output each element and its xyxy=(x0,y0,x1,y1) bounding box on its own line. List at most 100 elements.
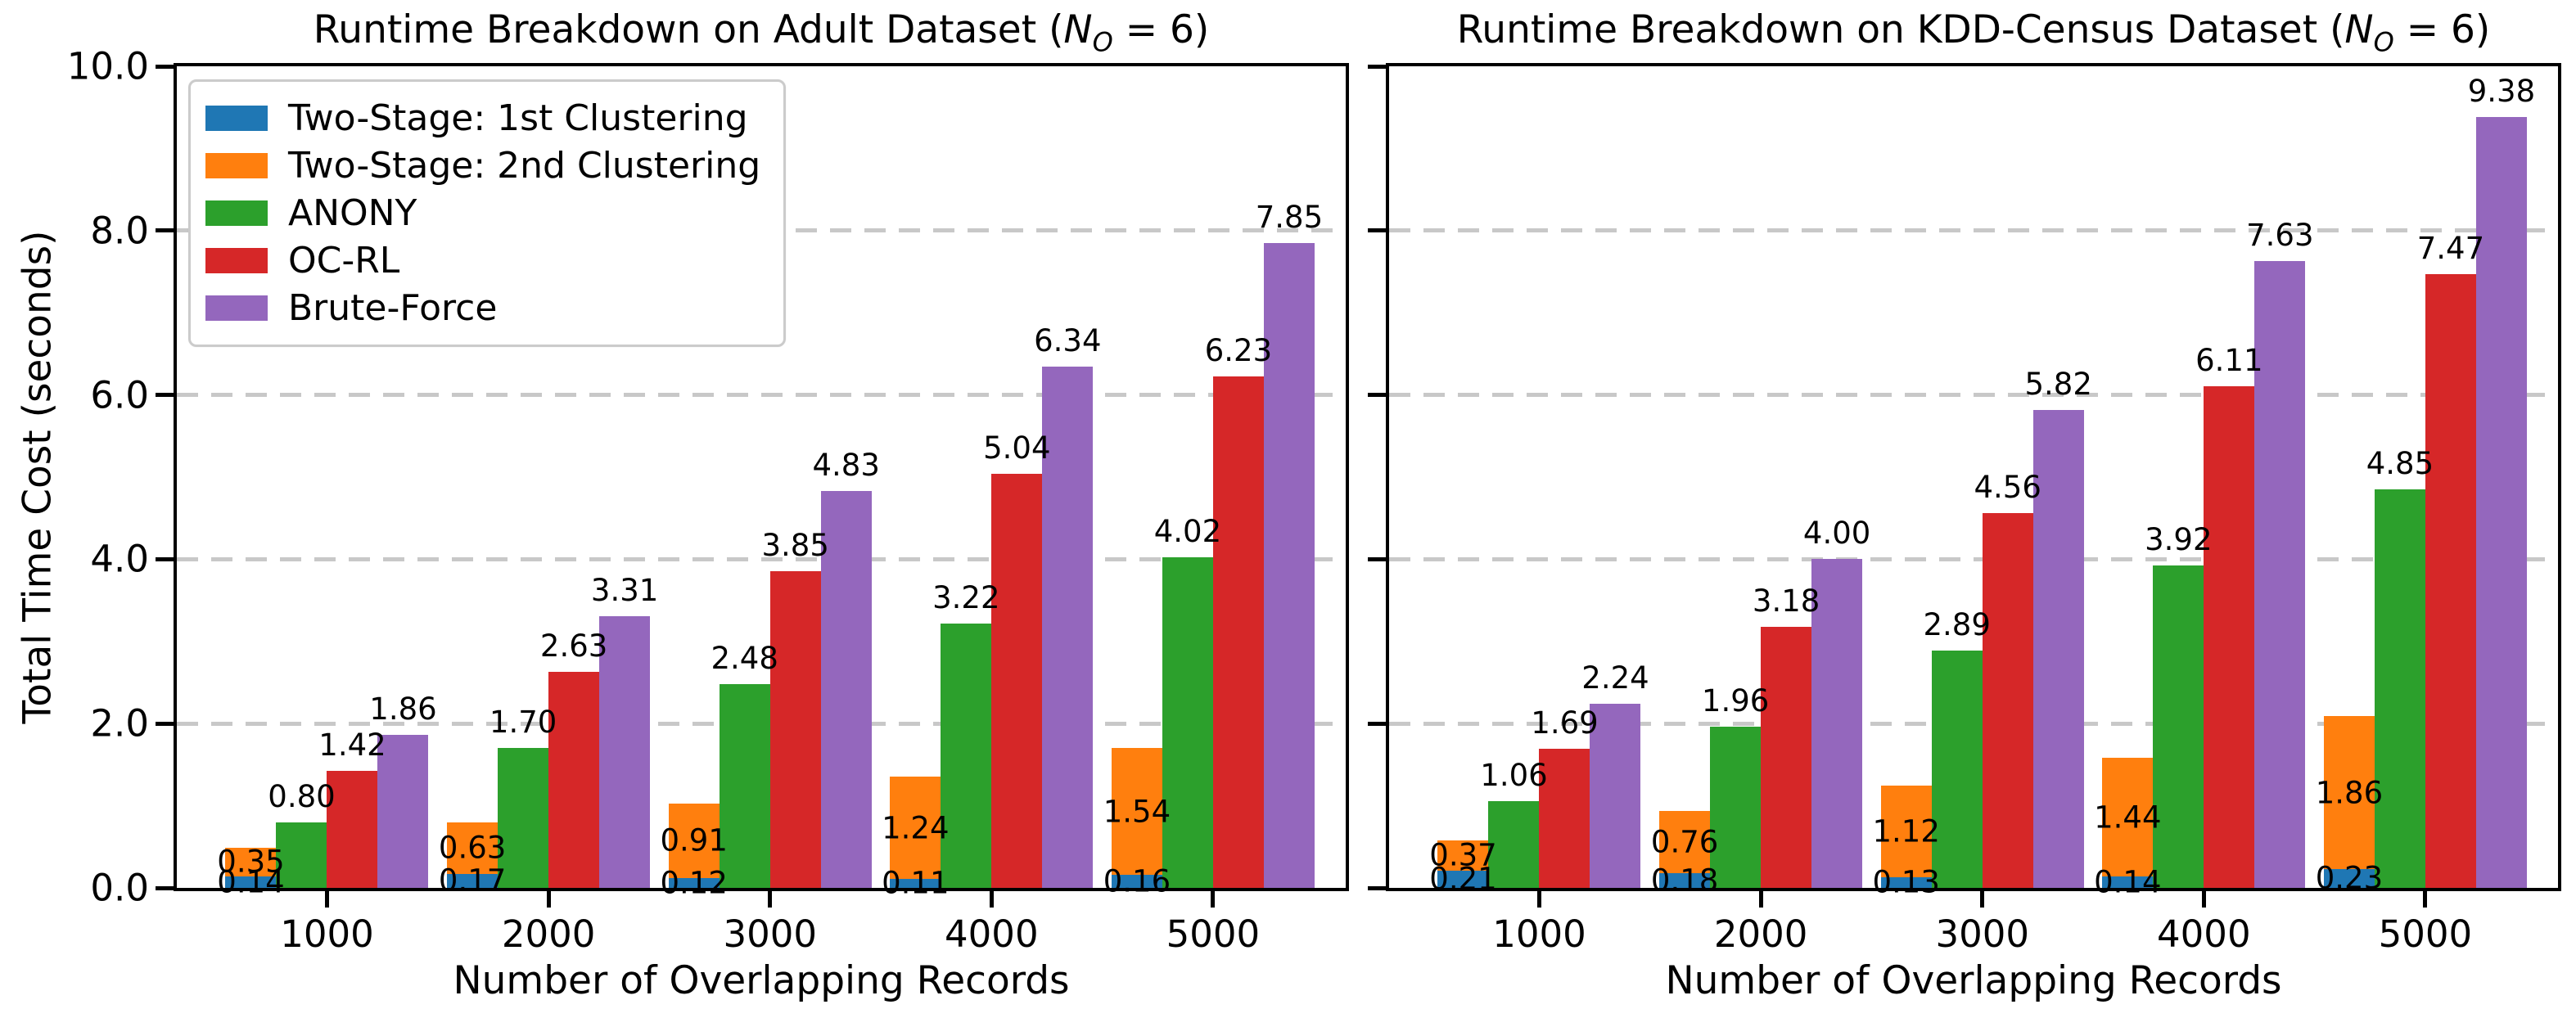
x-tick xyxy=(1211,891,1216,908)
bar-two-stage-2nd-clustering-5000 xyxy=(1111,748,1162,875)
bar-value-label: 0.11 xyxy=(882,865,950,901)
y-tick xyxy=(156,885,174,890)
legend-label: OC-RL xyxy=(288,240,400,282)
y-tick xyxy=(1368,721,1386,726)
bar-value-label: 2.63 xyxy=(539,628,608,664)
title-math-var: N xyxy=(1063,7,1093,52)
bar-brute-force-2000 xyxy=(599,615,651,888)
bar-two-stage-1st-clustering-1000 xyxy=(225,876,277,888)
x-tick-label: 5000 xyxy=(1166,912,1261,956)
bar-value-label: 9.38 xyxy=(2467,74,2536,110)
bar-anony-2000 xyxy=(1710,727,1762,888)
kdd-census-chart-panel: Runtime Breakdown on KDD-Census Dataset … xyxy=(1368,9,2561,1003)
bar-brute-force-1000 xyxy=(1590,704,1641,888)
y-gridline xyxy=(177,556,1346,561)
y-gridline xyxy=(177,393,1346,398)
title-text-suffix: = 6) xyxy=(2393,7,2491,52)
legend-swatch xyxy=(205,106,268,131)
bar-two-stage-1st-clustering-3000 xyxy=(1880,876,1932,888)
bar-two-stage-2nd-clustering-1000 xyxy=(225,847,277,876)
bar-oc-rl-4000 xyxy=(2204,385,2255,888)
title-math-var: N xyxy=(2344,7,2374,52)
legend-label: Two-Stage: 1st Clustering xyxy=(288,97,748,139)
bar-two-stage-1st-clustering-2000 xyxy=(447,873,499,888)
bar-value-label: 0.14 xyxy=(2094,864,2162,900)
bar-value-label: 1.44 xyxy=(2094,800,2162,836)
bar-value-label: 1.69 xyxy=(1531,705,1599,741)
x-tick-label: 2000 xyxy=(501,912,596,956)
bar-oc-rl-1000 xyxy=(327,771,378,888)
bar-value-label: 0.18 xyxy=(1650,863,1719,899)
bar-anony-3000 xyxy=(719,684,770,888)
bar-two-stage-1st-clustering-1000 xyxy=(1437,870,1489,888)
x-tick xyxy=(1536,891,1541,908)
y-tick xyxy=(1368,393,1386,398)
x-tick-label: 5000 xyxy=(2378,912,2473,956)
y-gridline xyxy=(1389,556,2558,561)
bar-value-label: 1.86 xyxy=(369,691,437,727)
y-tick xyxy=(156,721,174,726)
bar-value-label: 0.63 xyxy=(438,830,507,866)
bar-brute-force-5000 xyxy=(1263,242,1315,888)
bar-oc-rl-3000 xyxy=(1982,513,2033,888)
x-tick xyxy=(768,891,773,908)
bar-value-label: 7.63 xyxy=(2246,217,2314,253)
bar-value-label: 0.91 xyxy=(660,822,728,858)
bar-value-label: 0.14 xyxy=(217,864,285,900)
legend-item-two-stage-2nd-clustering: Two-Stage: 2nd Clustering xyxy=(205,145,760,187)
x-tick xyxy=(324,891,329,908)
bar-oc-rl-4000 xyxy=(991,473,1043,888)
y-tick xyxy=(156,556,174,561)
bar-value-label: 2.24 xyxy=(1581,660,1649,696)
bar-value-label: 6.34 xyxy=(1034,323,1102,359)
bar-value-label: 4.02 xyxy=(1153,514,1222,550)
legend-item-oc-rl: OC-RL xyxy=(205,240,760,282)
bar-value-label: 4.85 xyxy=(2366,446,2434,482)
legend-item-brute-force: Brute-Force xyxy=(205,287,760,329)
bar-value-label: 0.12 xyxy=(660,865,728,901)
bar-value-label: 2.89 xyxy=(1923,606,1991,642)
bar-value-label: 1.24 xyxy=(882,810,950,846)
y-tick-label: 0.0 xyxy=(90,866,149,910)
bar-value-label: 3.92 xyxy=(2145,522,2213,558)
bar-value-label: 0.13 xyxy=(1872,864,1940,900)
bar-anony-2000 xyxy=(498,748,549,888)
bar-value-label: 5.04 xyxy=(983,430,1051,466)
y-tick xyxy=(156,228,174,233)
bar-value-label: 1.70 xyxy=(489,705,557,741)
bar-two-stage-1st-clustering-4000 xyxy=(890,878,941,888)
bar-value-label: 3.31 xyxy=(590,572,659,608)
bar-two-stage-2nd-clustering-4000 xyxy=(890,777,941,879)
y-gridline xyxy=(1389,228,2558,233)
bar-oc-rl-5000 xyxy=(1212,376,1264,888)
bar-value-label: 0.76 xyxy=(1650,824,1719,860)
y-tick-label: 2.0 xyxy=(90,701,149,745)
bar-value-label: 1.54 xyxy=(1103,794,1171,830)
title-text: Runtime Breakdown on Adult Dataset ( xyxy=(313,7,1064,52)
bar-value-label: 0.37 xyxy=(1429,837,1497,873)
x-tick-label: 4000 xyxy=(2157,912,2251,956)
bar-two-stage-1st-clustering-5000 xyxy=(1111,874,1162,888)
bar-two-stage-1st-clustering-2000 xyxy=(1659,872,1711,888)
legend-label: Two-Stage: 2nd Clustering xyxy=(288,145,761,187)
x-tick xyxy=(546,891,551,908)
y-axis-title: Total Time Cost (seconds) xyxy=(15,230,61,724)
bar-anony-4000 xyxy=(941,623,992,888)
bar-two-stage-2nd-clustering-1000 xyxy=(1437,840,1489,871)
title-text: Runtime Breakdown on KDD-Census Dataset … xyxy=(1456,7,2345,52)
bar-value-label: 1.96 xyxy=(1701,683,1770,719)
bar-value-label: 0.21 xyxy=(1429,861,1497,897)
bar-brute-force-3000 xyxy=(2032,409,2084,888)
bar-value-label: 3.18 xyxy=(1752,583,1820,619)
y-tick-label: 6.0 xyxy=(90,373,149,417)
bar-oc-rl-5000 xyxy=(2425,274,2476,888)
legend-item-anony: ANONY xyxy=(205,192,760,234)
x-tick xyxy=(2423,891,2428,908)
bar-brute-force-5000 xyxy=(2475,117,2527,888)
y-gridline xyxy=(1389,393,2558,398)
legend-swatch xyxy=(205,200,268,226)
adult-chart-title: Runtime Breakdown on Adult Dataset (NO =… xyxy=(313,7,1210,56)
legend-item-two-stage-1st-clustering: Two-Stage: 1st Clustering xyxy=(205,97,760,139)
bar-value-label: 3.22 xyxy=(932,579,1000,615)
bar-value-label: 0.17 xyxy=(438,863,507,899)
